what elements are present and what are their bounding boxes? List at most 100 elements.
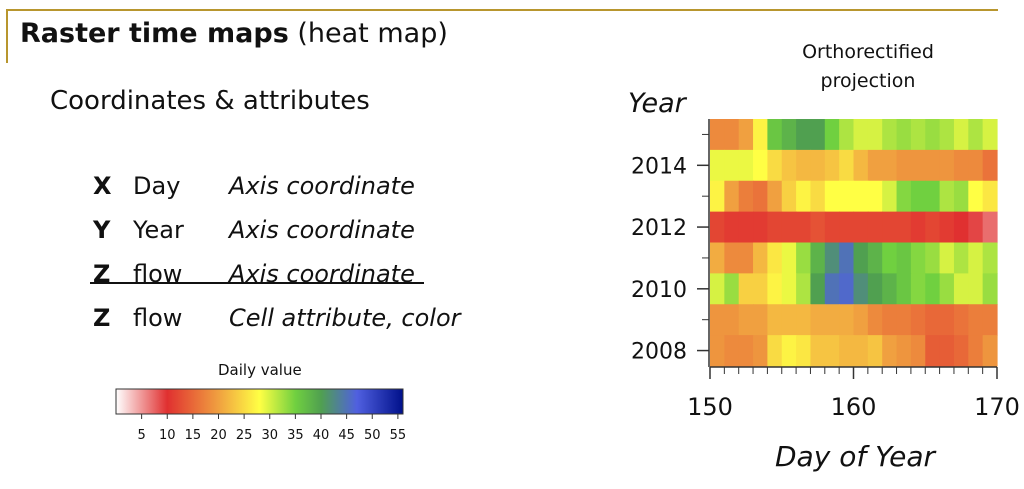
heatmap-cell: [724, 273, 740, 305]
heatmap-cell: [853, 335, 869, 367]
heatmap-cell: [824, 335, 840, 367]
heatmap-cell: [796, 273, 812, 305]
heatmap-cell: [753, 273, 768, 305]
colorbar-tick-label: 15: [185, 428, 202, 443]
heatmap-cell: [896, 149, 912, 182]
heatmap-cell: [896, 180, 912, 213]
heatmap-cell: [968, 119, 984, 151]
x-axis-label: Day of Year: [775, 440, 936, 473]
y-axis-label: Year: [628, 88, 686, 119]
heatmap-cell: [939, 180, 955, 213]
heatmap-cell: [925, 149, 941, 182]
heatmap-cell: [738, 242, 754, 274]
y-tick-label: 2008: [631, 340, 687, 365]
heatmap-cell: [767, 273, 783, 305]
colorbar-tick-label: 35: [287, 428, 304, 443]
heatmap-cell: [753, 119, 768, 151]
heatmap-cell: [910, 180, 926, 213]
heatmap-cell: [710, 335, 725, 367]
y-tick-label: 2012: [631, 216, 687, 241]
heatmap-cell: [810, 335, 826, 367]
heatmap-cell: [753, 335, 768, 367]
heatmap-cell: [767, 119, 783, 151]
heatmap-cell: [882, 335, 898, 367]
heatmap-cell: [925, 242, 941, 274]
heatmap-cell: [939, 242, 955, 274]
heatmap-cell: [824, 242, 840, 274]
heatmap-cell: [824, 119, 840, 151]
heatmap-cell: [910, 273, 926, 305]
heatmap-cell: [810, 242, 826, 274]
mapping-role: Axis coordinate: [229, 172, 415, 200]
heatmap-cell: [968, 211, 984, 244]
chart-title-line-1: Orthorectified: [802, 41, 934, 63]
heatmap-cell: [796, 242, 812, 274]
y-tick-label: 2010: [631, 278, 687, 303]
heatmap-cell: [939, 149, 955, 182]
colorbar-tick-label: 55: [390, 428, 407, 443]
heatmap-cell: [710, 211, 725, 244]
heatmap-cell: [982, 180, 998, 213]
heatmap-cell: [781, 119, 797, 151]
heatmap-cell: [839, 119, 855, 151]
heatmap-cell: [810, 119, 826, 151]
heatmap-cell: [882, 304, 898, 336]
heatmap-cell: [839, 180, 855, 213]
colorbar-tick-label: 5: [137, 428, 145, 443]
heatmap-cell: [853, 242, 869, 274]
heatmap-cell: [796, 211, 812, 244]
heatmap-cell: [738, 335, 754, 367]
heatmap-cell: [867, 211, 883, 244]
heatmap-cell: [953, 149, 969, 182]
heatmap-cell: [781, 304, 797, 336]
heatmap-cell: [738, 180, 754, 213]
mapping-field: flow: [133, 304, 183, 332]
heatmap-cell: [982, 211, 998, 244]
colorbar-tick-label: 30: [261, 428, 278, 443]
heatmap-cell: [710, 242, 725, 274]
heatmap-cell: [968, 304, 984, 336]
heatmap-cell: [781, 335, 797, 367]
heatmap-cell: [767, 180, 783, 213]
heatmap-cell: [953, 119, 969, 151]
heatmap-cell: [910, 304, 926, 336]
colorbar-tick-label: 45: [338, 428, 355, 443]
mapping-role: Axis coordinate: [229, 216, 415, 244]
slide-title-rest: (heat map): [297, 18, 448, 49]
heatmap-cell: [839, 273, 855, 305]
heatmap-cell: [968, 273, 984, 305]
heatmap-cell: [910, 242, 926, 274]
heatmap-cell: [824, 180, 840, 213]
heatmap-cell: [910, 335, 926, 367]
heatmap-cell: [781, 211, 797, 244]
heatmap-cell: [810, 211, 826, 244]
slide-subtitle: Coordinates & attributes: [50, 86, 370, 116]
heatmap-cell: [925, 304, 941, 336]
heatmap-cell: [824, 211, 840, 244]
heatmap-cell: [953, 180, 969, 213]
heatmap-cell: [738, 273, 754, 305]
heatmap-cell: [767, 242, 783, 274]
heatmap-cell: [910, 149, 926, 182]
heatmap-cell: [867, 119, 883, 151]
heatmap-cell: [853, 304, 869, 336]
heatmap-cell: [939, 273, 955, 305]
heatmap-cell: [939, 119, 955, 151]
heatmap-cell: [982, 273, 998, 305]
heatmap-cell: [925, 211, 941, 244]
heatmap-cell: [839, 149, 855, 182]
heatmap-cell: [953, 242, 969, 274]
heatmap-cell: [753, 149, 768, 182]
heatmap-cell: [753, 242, 768, 274]
heatmap-cell: [839, 335, 855, 367]
heatmap-cell: [738, 211, 754, 244]
heatmap-cell: [882, 149, 898, 182]
heatmap-cell: [853, 180, 869, 213]
heatmap-cell: [982, 242, 998, 274]
heatmap-cell: [925, 273, 941, 305]
heatmap-cell: [953, 304, 969, 336]
heatmap-cell: [710, 273, 725, 305]
colorbar-tick-label: 50: [364, 428, 381, 443]
x-tick-label: 160: [831, 393, 877, 421]
